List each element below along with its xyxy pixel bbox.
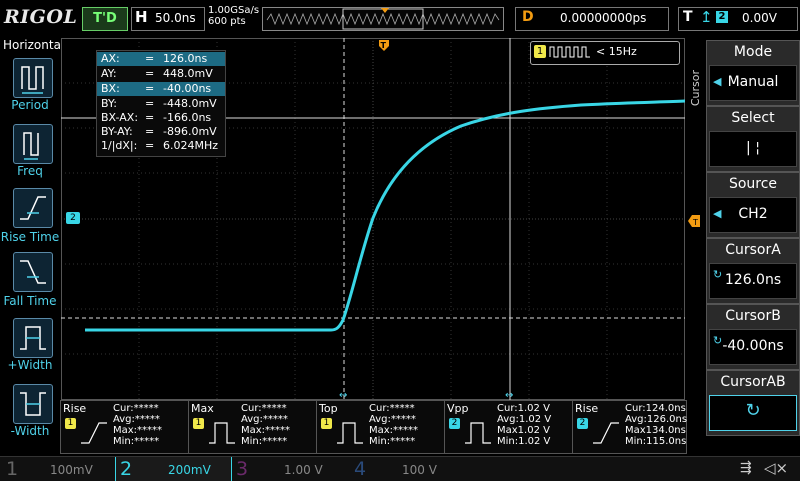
cursor-row-bx-ax: BX-AX: = -166.0ns — [101, 111, 212, 124]
positive-width-icon — [20, 326, 46, 350]
rise-measure-icon — [593, 422, 619, 444]
freq-button[interactable] — [13, 124, 53, 164]
cursor-row-by: BY: = -448.0mV — [101, 97, 217, 110]
sample-info: 1.00GSa/s 600 pts — [208, 5, 259, 27]
cursor-ab-softkey[interactable]: CursorAB ↻ — [706, 370, 800, 436]
period-icon — [21, 66, 44, 94]
timebase-value: 50.0ns — [155, 11, 196, 25]
measurement-vpp-ch2[interactable]: Vpp 2 Cur:1.02 V Avg:1.02 V Max1.02 V Mi… — [444, 400, 573, 454]
horizontal-label: H — [135, 8, 148, 26]
cursor-row-by-ay: BY-AY: = -896.0mV — [101, 125, 217, 138]
rising-edge-icon: ↥ — [700, 8, 713, 26]
trigger-level: 0.00V — [742, 11, 777, 25]
svg-text:T: T — [381, 41, 387, 50]
frequency-value: < 15Hz — [596, 45, 637, 58]
usb-icon: ⇶ — [740, 460, 752, 476]
negative-width-label: -Width — [10, 424, 50, 438]
delay-value: 0.00000000ps — [560, 11, 647, 25]
vpp-measure-icon — [465, 422, 491, 444]
cursor-row-ay: AY: = 448.0mV — [101, 67, 213, 80]
channel-3-tab[interactable]: 3 1.00 V — [236, 458, 323, 480]
mode-softkey[interactable]: Mode ◀ Manual — [706, 40, 800, 106]
measurement-top-ch1[interactable]: Top 1 Cur:***** Avg:***** Max:***** Min:… — [316, 400, 445, 454]
cursor-ab-knob-icon: ↻ — [745, 400, 761, 421]
select-value: | ¦ — [746, 140, 760, 156]
trigger-level-arrow-icon: T — [688, 215, 700, 227]
fall-time-label: Fall Time — [3, 294, 57, 308]
period-label: Period — [11, 98, 49, 112]
knob-icon: ↻ — [713, 334, 723, 347]
freq-channel-badge: 1 — [534, 45, 546, 58]
rigol-logo: RIGOL — [4, 6, 78, 28]
trigger-level-marker[interactable]: T — [688, 212, 700, 227]
cursor-a-value: 126.0ns — [724, 272, 782, 288]
rise-time-button[interactable] — [13, 188, 53, 228]
ch2-trace — [85, 99, 686, 332]
square-wave-icon — [549, 44, 593, 63]
fall-time-button[interactable] — [13, 252, 53, 292]
memory-waveform-overview[interactable] — [262, 7, 504, 31]
mode-value: Manual — [727, 74, 779, 90]
cursor-row-bx: BX: = -40.00ns — [97, 82, 225, 96]
memory-depth: 600 pts — [208, 16, 246, 27]
left-menu-title: Horizontal — [3, 38, 65, 52]
rise-measure-icon — [81, 422, 107, 444]
freq-icon — [23, 132, 39, 160]
cursor-readout-panel: AX: = 126.0ns AY: = 448.0mV BX: = -40.00ns BY:… — [96, 50, 226, 157]
delay-label: D — [522, 9, 534, 25]
delay-box[interactable] — [515, 7, 669, 31]
frequency-counter — [530, 41, 680, 65]
horizontal-menu: Horizontal Period Freq Rise Time Fall Ti… — [0, 36, 65, 456]
trigger-status-badge: T'D — [82, 7, 128, 31]
svg-text:T: T — [692, 218, 698, 227]
ch2-offset-marker[interactable]: 2 — [66, 212, 80, 224]
rise-time-label: Rise Time — [0, 230, 60, 244]
rise-time-icon — [20, 196, 46, 220]
select-softkey[interactable]: Select | ¦ — [706, 106, 800, 172]
sample-rate: 1.00GSa/s — [208, 5, 260, 16]
cursor-row-ax: AX: = 126.0ns — [97, 52, 225, 66]
top-measure-icon — [337, 422, 363, 444]
horizontal-box[interactable] — [131, 7, 205, 31]
channel-4-tab[interactable]: 4 100 V — [354, 458, 437, 480]
max-measure-icon — [209, 422, 235, 444]
cursor-row-inv-dx: 1/|dX|: = 6.024MHz — [101, 139, 219, 152]
period-button[interactable] — [13, 58, 53, 98]
positive-width-button[interactable] — [13, 318, 53, 358]
negative-width-button[interactable] — [13, 384, 53, 424]
cursor-b-value: -40.00ns — [722, 338, 784, 354]
trigger-label: T — [683, 9, 693, 25]
knob-icon: ↻ — [713, 268, 723, 281]
cursor-menu: Mode ◀ Manual Select | ¦ Source ◀ CH2 Cu… — [687, 36, 800, 456]
measurement-rise-ch1[interactable]: Rise 1 Cur:***** Avg:***** Max:***** Min… — [60, 400, 189, 454]
channel-2-tab[interactable]: 2 200mV — [115, 457, 232, 481]
cursor-b-softkey[interactable]: CursorB ↻ -40.00ns — [706, 304, 800, 370]
source-left-arrow-icon: ◀ — [713, 207, 722, 220]
negative-width-icon — [20, 392, 46, 416]
channel-status-bar: 1 100mV 2 200mV 3 1.00 V 4 100 V ⇶ ◁× — [0, 456, 800, 481]
trigger-box[interactable] — [678, 7, 798, 31]
cursor-a-softkey[interactable]: CursorA ↻ 126.0ns — [706, 238, 800, 304]
mode-left-arrow-icon: ◀ — [713, 75, 722, 88]
fall-time-icon — [20, 260, 46, 284]
trigger-source-badge: 2 — [716, 11, 728, 23]
speaker-muted-icon[interactable]: ◁× — [764, 459, 789, 477]
positive-width-label: +Width — [7, 358, 53, 372]
measurement-rise-ch2[interactable]: Rise 2 Cur:124.0ns Avg:126.0ns Max134.0n… — [572, 400, 687, 454]
svg-text:↔: ↔ — [339, 390, 347, 400]
channel-1-tab[interactable]: 1 100mV — [6, 458, 93, 480]
measurement-max-ch1[interactable]: Max 1 Cur:***** Avg:***** Max:***** Min:… — [188, 400, 317, 454]
svg-text:↔: ↔ — [505, 390, 513, 400]
source-softkey[interactable]: Source ◀ CH2 — [706, 172, 800, 238]
freq-label: Freq — [17, 164, 43, 178]
source-value: CH2 — [738, 206, 768, 222]
memory-overview-icon — [266, 8, 500, 30]
